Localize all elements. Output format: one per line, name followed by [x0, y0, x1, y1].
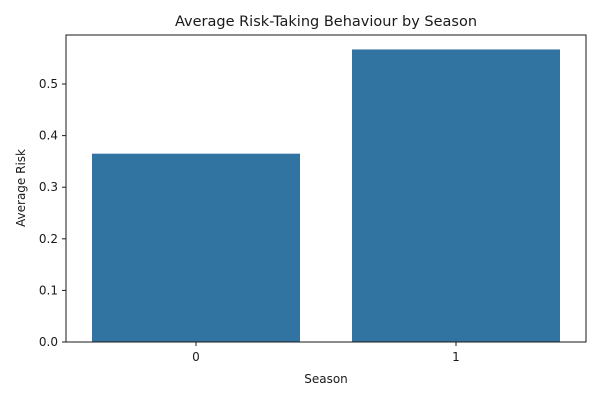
- y-tick-label: 0.5: [39, 77, 58, 91]
- x-axis-label: Season: [304, 372, 348, 386]
- x-tick-label: 0: [192, 350, 200, 364]
- x-tick-label: 1: [452, 350, 460, 364]
- y-tick-label: 0.4: [39, 129, 58, 143]
- y-axis-ticks: 0.0 0.1 0.2 0.3 0.4 0.5: [39, 77, 66, 349]
- y-tick-label: 0.2: [39, 232, 58, 246]
- bars-group: [92, 49, 560, 343]
- plot-frame: [65, 34, 587, 343]
- bar-0: [92, 153, 300, 342]
- bar-1: [352, 49, 560, 343]
- y-axis-label: Average Risk: [14, 149, 28, 227]
- y-tick-label: 0.0: [39, 335, 58, 349]
- y-tick-label: 0.1: [39, 283, 58, 297]
- y-tick-label: 0.3: [39, 180, 58, 194]
- chart-title: Average Risk-Taking Behaviour by Season: [175, 14, 477, 30]
